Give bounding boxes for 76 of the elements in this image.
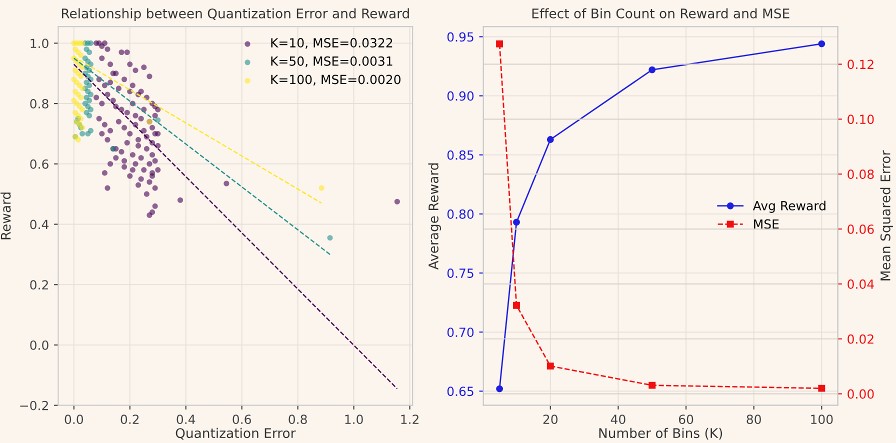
point xyxy=(86,98,92,104)
y-tick-label: 0.8 xyxy=(30,99,48,108)
y2-tick-label: 0.08 xyxy=(848,170,874,180)
point xyxy=(88,40,94,46)
y-tick-label: 0.65 xyxy=(447,386,474,396)
x-tick-label: 0.0 xyxy=(64,414,84,424)
x-tick-label: 0.8 xyxy=(288,414,307,424)
point xyxy=(78,116,84,122)
legend-label: MSE xyxy=(754,219,779,229)
x-tick-label: 60 xyxy=(678,414,694,424)
legend-label: K=100, MSE=0.0020 xyxy=(271,74,400,86)
point xyxy=(86,112,92,118)
x-axis-title: Quantization Error xyxy=(176,428,296,440)
y-tick-label: 0.95 xyxy=(447,32,474,42)
point xyxy=(546,362,554,370)
point xyxy=(818,40,826,48)
x-tick-label: 0.6 xyxy=(232,414,251,424)
point xyxy=(78,52,84,58)
y-tick-label: 0.80 xyxy=(447,209,474,219)
point xyxy=(648,382,656,389)
y-tick-label: 0.2 xyxy=(30,280,48,290)
point xyxy=(818,384,826,392)
point xyxy=(88,92,94,98)
y-tick-label: 0.0 xyxy=(30,340,48,350)
y2-tick-label: 0.06 xyxy=(848,224,874,234)
point xyxy=(88,128,94,134)
point xyxy=(546,136,554,143)
y-axis-title: Reward xyxy=(0,192,11,240)
point xyxy=(88,62,94,68)
x-tick-label: 80 xyxy=(746,414,761,424)
point xyxy=(86,82,92,88)
legend-label: K=10, MSE=0.0322 xyxy=(271,38,392,49)
y2-tick-label: 0.04 xyxy=(848,279,874,289)
y2-tick-label: 0.10 xyxy=(848,114,874,124)
y2-axis-title: Mean Squared Error xyxy=(880,150,893,280)
y-tick-label: 0.75 xyxy=(447,268,474,278)
point xyxy=(513,218,520,226)
point xyxy=(80,86,86,92)
y-tick-label: −0.2 xyxy=(20,400,48,410)
x-tick-label: 1.2 xyxy=(401,414,418,424)
point xyxy=(80,64,86,70)
x-tick-label: 100 xyxy=(811,414,833,424)
point xyxy=(75,136,81,143)
chart-title: Relationship between Quantization Error and Reward xyxy=(62,8,409,21)
y-axis-title: Average Reward xyxy=(428,163,442,270)
legend-label: Avg Reward xyxy=(752,200,826,213)
x-tick-label: 40 xyxy=(610,414,626,424)
x-axis-title: Number of Bins (K) xyxy=(599,428,722,440)
point xyxy=(496,40,504,48)
point xyxy=(496,385,504,392)
y2-tick-label: 0.02 xyxy=(848,334,874,344)
legend-label: K=50, MSE=0.0031 xyxy=(271,56,392,68)
point xyxy=(513,302,520,309)
point xyxy=(648,66,656,74)
point xyxy=(78,74,84,80)
point xyxy=(78,94,84,100)
point xyxy=(80,106,86,112)
y-tick-label: 0.85 xyxy=(447,150,474,160)
point xyxy=(327,235,333,241)
y2-tick-label: 0.00 xyxy=(848,389,874,399)
y-tick-label: 0.90 xyxy=(447,91,474,101)
y-tick-label: 0.4 xyxy=(30,220,49,230)
point xyxy=(80,130,86,136)
point xyxy=(318,185,324,191)
x-tick-label: 20 xyxy=(543,414,558,424)
y2-tick-label: 0.12 xyxy=(848,60,874,70)
point xyxy=(88,106,94,112)
y-tick-label: 0.70 xyxy=(447,328,474,338)
y-tick-label: 1.0 xyxy=(30,38,48,48)
point xyxy=(80,40,86,46)
point xyxy=(86,49,92,56)
x-tick-label: 1.0 xyxy=(345,414,363,424)
x-tick-label: 0.2 xyxy=(120,414,139,424)
x-tick-label: 0.4 xyxy=(176,414,196,424)
chart-title: Effect of Bin Count on Reward and MSE xyxy=(532,8,790,18)
y-tick-label: 0.6 xyxy=(30,159,48,169)
